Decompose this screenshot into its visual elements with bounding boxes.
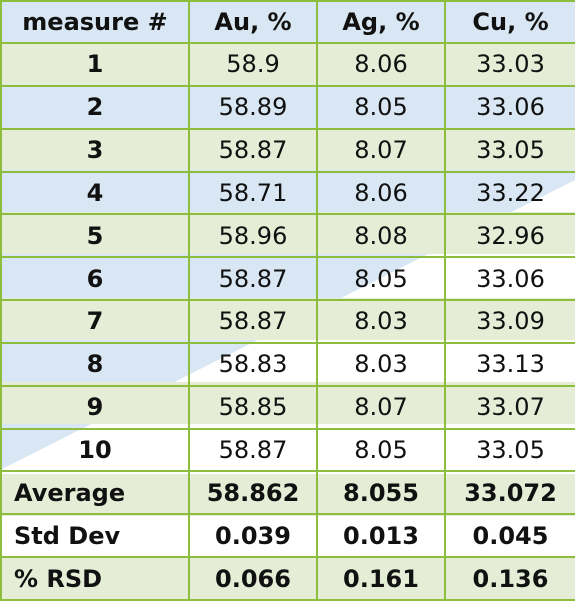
au-cell: 58.87 xyxy=(188,299,318,344)
au-cell: 58.83 xyxy=(188,341,318,387)
measure-number-cell: 1 xyxy=(0,42,190,87)
ag-cell: 8.05 xyxy=(316,84,446,130)
table-row: 3 58.87 8.07 33.05 xyxy=(0,127,575,173)
measure-number-cell: 5 xyxy=(0,213,190,259)
table-row: 5 58.96 8.08 32.96 xyxy=(0,213,575,259)
cu-cell: 33.22 xyxy=(444,170,575,216)
table-row: 4 58.71 8.06 33.22 xyxy=(0,170,575,216)
measure-number-cell: 6 xyxy=(0,256,190,302)
header-measure: measure # xyxy=(0,0,190,44)
au-cell: 58.87 xyxy=(188,256,318,302)
au-cell: 58.85 xyxy=(188,384,318,430)
cu-cell: 33.07 xyxy=(444,384,575,430)
au-cell: 58.71 xyxy=(188,170,318,216)
table-row: 7 58.87 8.03 33.09 xyxy=(0,299,575,344)
ag-cell: 8.06 xyxy=(316,42,446,87)
ag-std-dev-cell: 0.013 xyxy=(316,513,446,559)
au-cell: 58.9 xyxy=(188,42,318,87)
header-au: Au, % xyxy=(188,0,318,44)
ag-cell: 8.05 xyxy=(316,427,446,473)
ag-cell: 8.06 xyxy=(316,170,446,216)
stat-label: Average xyxy=(0,470,190,516)
table-header-row: measure # Au, % Ag, % Cu, % xyxy=(0,0,575,44)
au-cell: 58.89 xyxy=(188,84,318,130)
table-row: 1 58.9 8.06 33.03 xyxy=(0,42,575,87)
table-row: 9 58.85 8.07 33.07 xyxy=(0,384,575,430)
cu-std-dev-cell: 0.045 xyxy=(444,513,575,559)
au-cell: 58.87 xyxy=(188,127,318,173)
cu-cell: 33.06 xyxy=(444,256,575,302)
stat-label: % RSD xyxy=(0,556,190,601)
stats-row-rsd: % RSD 0.066 0.161 0.136 xyxy=(0,556,575,601)
cu-rsd-cell: 0.136 xyxy=(444,556,575,601)
ag-cell: 8.03 xyxy=(316,299,446,344)
ag-cell: 8.07 xyxy=(316,384,446,430)
cu-cell: 33.05 xyxy=(444,427,575,473)
au-rsd-cell: 0.066 xyxy=(188,556,318,601)
ag-cell: 8.08 xyxy=(316,213,446,259)
stats-row-average: Average 58.862 8.055 33.072 xyxy=(0,470,575,516)
cu-cell: 33.13 xyxy=(444,341,575,387)
header-cu: Cu, % xyxy=(444,0,575,44)
ag-rsd-cell: 0.161 xyxy=(316,556,446,601)
measure-number-cell: 9 xyxy=(0,384,190,430)
table-row: 10 58.87 8.05 33.05 xyxy=(0,427,575,473)
ag-cell: 8.03 xyxy=(316,341,446,387)
cu-cell: 33.05 xyxy=(444,127,575,173)
measure-number-cell: 2 xyxy=(0,84,190,130)
cu-average-cell: 33.072 xyxy=(444,470,575,516)
au-std-dev-cell: 0.039 xyxy=(188,513,318,559)
au-cell: 58.96 xyxy=(188,213,318,259)
measure-number-cell: 4 xyxy=(0,170,190,216)
ag-average-cell: 8.055 xyxy=(316,470,446,516)
measure-number-cell: 8 xyxy=(0,341,190,387)
table-row: 2 58.89 8.05 33.06 xyxy=(0,84,575,130)
measure-number-cell: 7 xyxy=(0,299,190,344)
cu-cell: 32.96 xyxy=(444,213,575,259)
ag-cell: 8.07 xyxy=(316,127,446,173)
cu-cell: 33.09 xyxy=(444,299,575,344)
table-row: 8 58.83 8.03 33.13 xyxy=(0,341,575,387)
cu-cell: 33.06 xyxy=(444,84,575,130)
stats-row-std-dev: Std Dev 0.039 0.013 0.045 xyxy=(0,513,575,559)
header-ag: Ag, % xyxy=(316,0,446,44)
cu-cell: 33.03 xyxy=(444,42,575,87)
au-cell: 58.87 xyxy=(188,427,318,473)
stat-label: Std Dev xyxy=(0,513,190,559)
table-row: 6 58.87 8.05 33.06 xyxy=(0,256,575,302)
au-average-cell: 58.862 xyxy=(188,470,318,516)
measure-number-cell: 3 xyxy=(0,127,190,173)
measure-number-cell: 10 xyxy=(0,427,190,473)
ag-cell: 8.05 xyxy=(316,256,446,302)
